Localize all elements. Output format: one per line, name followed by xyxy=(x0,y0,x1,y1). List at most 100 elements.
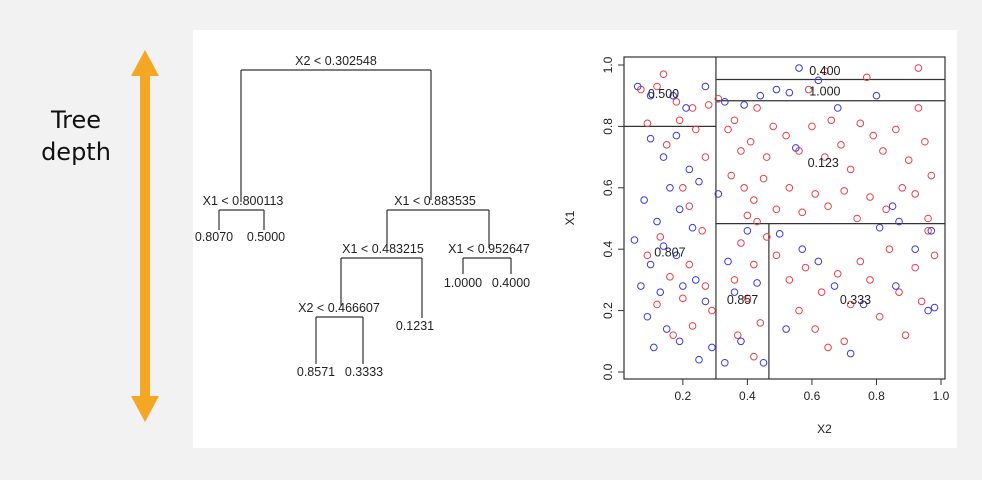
data-point-red xyxy=(769,122,778,131)
data-point-red xyxy=(756,319,765,327)
data-point-red xyxy=(927,171,936,180)
x-tick-label: 0.8 xyxy=(868,389,885,403)
data-point-red xyxy=(724,125,732,134)
data-point-blue xyxy=(756,91,765,100)
data-point-blue xyxy=(688,223,697,232)
data-point-red xyxy=(698,226,707,235)
y-tick-label: 0.2 xyxy=(601,302,615,319)
data-point-red xyxy=(733,331,742,339)
data-point-red xyxy=(856,119,865,128)
data-point-red xyxy=(866,276,874,284)
data-point-blue xyxy=(675,337,684,346)
data-point-red xyxy=(730,276,739,284)
data-point-red xyxy=(743,211,752,220)
data-point-red xyxy=(704,101,713,109)
data-point-red xyxy=(762,233,771,241)
y-tick-label: 0.8 xyxy=(601,118,615,135)
data-point-red xyxy=(750,196,758,204)
region-label: 0.400 xyxy=(809,64,840,78)
data-point-red xyxy=(801,263,810,272)
data-point-blue xyxy=(798,245,807,253)
data-point-red xyxy=(785,184,794,192)
decision-tree xyxy=(218,69,512,364)
data-point-red xyxy=(808,122,816,131)
y-tick-label: 0.0 xyxy=(601,363,615,380)
data-point-red xyxy=(772,205,781,214)
data-point-red xyxy=(672,98,681,106)
data-point-red xyxy=(701,153,710,161)
data-point-blue xyxy=(743,226,752,235)
data-point-red xyxy=(762,153,771,161)
data-point-red xyxy=(817,288,826,296)
data-point-blue xyxy=(785,88,794,97)
data-point-blue xyxy=(782,325,790,333)
data-point-red xyxy=(785,276,794,284)
data-point-blue xyxy=(682,104,690,112)
figure-panel: X2 < 0.302548 X1 < 0.800113 X1 < 0.88353… xyxy=(193,30,957,448)
data-point-red xyxy=(759,174,768,183)
data-point-red xyxy=(833,269,842,278)
data-point-blue xyxy=(872,91,881,100)
data-point-blue xyxy=(775,230,784,238)
data-point-blue xyxy=(662,325,671,333)
data-point-blue xyxy=(669,91,677,100)
data-point-red xyxy=(901,331,910,339)
data-point-blue xyxy=(875,223,884,232)
data-point-red xyxy=(862,73,871,82)
data-point-red xyxy=(643,251,652,260)
data-point-blue xyxy=(630,236,639,244)
data-point-blue xyxy=(672,251,681,260)
data-point-blue xyxy=(930,303,939,312)
region-label: 0.857 xyxy=(727,293,758,307)
data-point-red xyxy=(892,125,900,134)
tree-node-right-right: X1 < 0.952647 xyxy=(448,242,530,256)
data-point-blue xyxy=(646,91,655,100)
data-point-blue xyxy=(643,312,652,321)
data-point-blue xyxy=(695,355,703,364)
data-point-blue xyxy=(833,104,842,112)
tree-node-left: X1 < 0.800113 xyxy=(203,194,284,208)
x-tick-label: 0.6 xyxy=(804,389,821,403)
data-point-red xyxy=(653,300,661,309)
data-point-red xyxy=(750,260,758,269)
data-point-blue xyxy=(830,282,839,290)
data-point-red xyxy=(917,297,926,306)
data-point-red xyxy=(885,245,894,253)
data-point-red xyxy=(669,331,677,339)
data-point-red xyxy=(688,104,697,112)
data-point-red xyxy=(688,322,697,330)
data-point-blue xyxy=(679,282,687,290)
y-tick-label: 0.4 xyxy=(601,241,615,258)
data-point-blue xyxy=(646,260,655,269)
y-tick-label: 1.0 xyxy=(601,56,615,73)
data-point-red xyxy=(737,147,745,155)
data-point-blue xyxy=(672,131,681,140)
data-point-red xyxy=(824,343,832,352)
y-tick-label: 0.6 xyxy=(601,179,615,196)
data-point-blue xyxy=(701,297,710,306)
tree-node-root: X2 < 0.302548 xyxy=(295,54,377,68)
data-point-blue xyxy=(721,98,729,106)
data-point-blue xyxy=(791,144,800,152)
tree-leaf: 0.1231 xyxy=(396,319,434,333)
data-point-red xyxy=(824,202,832,211)
tree-leaf: 0.5000 xyxy=(247,230,285,244)
data-point-red xyxy=(653,82,661,91)
y-axis-label: X1 xyxy=(563,210,577,225)
x-tick-label: 1.0 xyxy=(933,389,950,403)
data-point-red xyxy=(656,233,665,241)
data-point-red xyxy=(782,131,790,140)
data-point-blue xyxy=(721,358,729,367)
data-point-blue xyxy=(846,349,855,358)
data-point-blue xyxy=(911,245,919,253)
data-point-blue xyxy=(653,217,661,226)
data-point-red xyxy=(869,131,878,140)
data-point-blue xyxy=(927,226,936,235)
tree-node-right-left: X1 < 0.483215 xyxy=(342,242,424,256)
data-point-blue xyxy=(740,101,748,109)
data-point-red xyxy=(685,202,694,211)
figure-canvas: X2 < 0.302548 X1 < 0.800113 X1 < 0.88353… xyxy=(195,54,950,436)
data-point-red xyxy=(827,116,836,125)
tree-leaf: 0.8571 xyxy=(297,365,335,379)
data-point-blue xyxy=(675,205,684,214)
